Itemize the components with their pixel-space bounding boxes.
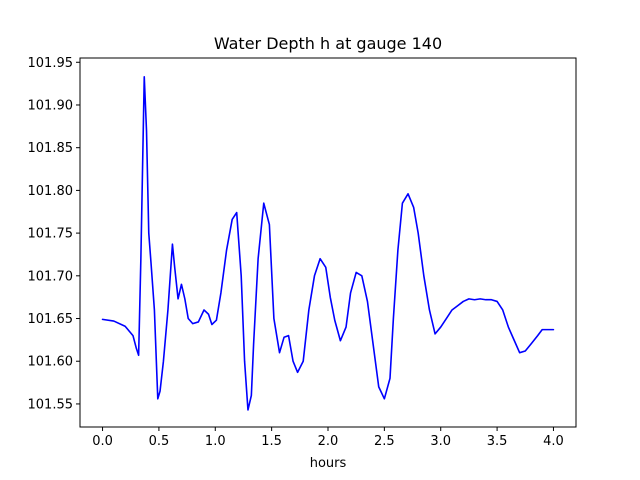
y-tick-label: 101.65: [28, 312, 74, 327]
x-tick-label: 0.5: [149, 434, 170, 449]
x-tick-label: 1.0: [205, 434, 226, 449]
x-tick-label: 0.0: [92, 434, 113, 449]
y-tick-label: 101.75: [28, 227, 74, 242]
y-tick-label: 101.80: [28, 184, 74, 199]
y-tick-label: 101.95: [28, 56, 74, 71]
x-tick-label: 1.5: [261, 434, 282, 449]
x-tick-label: 2.0: [318, 434, 339, 449]
y-tick-label: 101.85: [28, 141, 74, 156]
axes: 0.0 0.5 1.0 1.5 2.0 2.5 3.0 3.5 4.0 101.55 101.60 1…: [28, 56, 577, 449]
x-axis-label: hours: [310, 456, 347, 471]
series-line-0: [101, 75, 555, 411]
y-tick-label: 101.90: [28, 98, 74, 113]
x-tick-label: 3.0: [430, 434, 451, 449]
x-tick-label: 3.5: [487, 434, 508, 449]
y-tick-label: 101.55: [28, 397, 74, 412]
x-tick-label: 2.5: [374, 434, 395, 449]
y-tick-label: 101.70: [28, 269, 74, 284]
plot-frame: [79, 57, 577, 428]
chart-title: Water Depth h at gauge 140: [214, 34, 442, 53]
plot-area: [101, 75, 555, 411]
y-tick-label: 101.60: [28, 355, 74, 370]
x-tick-label: 4.0: [543, 434, 564, 449]
